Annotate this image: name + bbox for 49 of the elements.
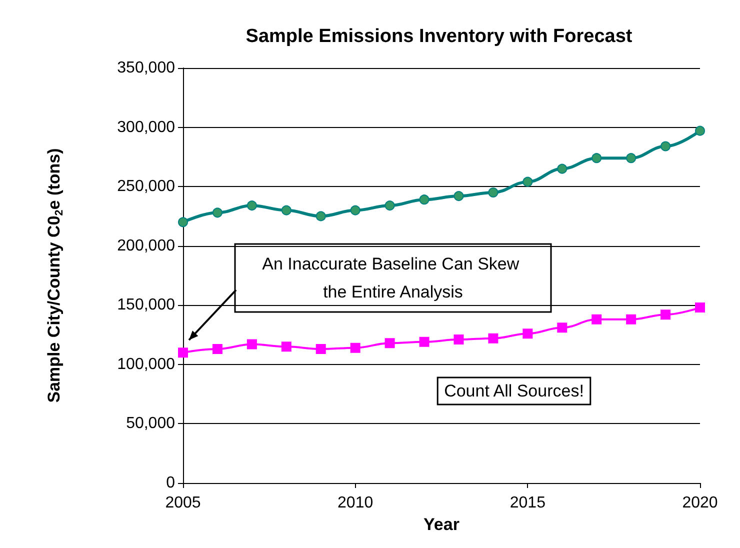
chart-title: Sample Emissions Inventory with Forecast bbox=[246, 26, 633, 47]
y-tick-label: 0 bbox=[166, 474, 176, 492]
point bbox=[419, 194, 430, 205]
y-tick-label: 150,000 bbox=[117, 296, 176, 314]
point bbox=[454, 334, 464, 345]
point bbox=[350, 205, 360, 216]
point bbox=[522, 176, 533, 187]
y-tick-label: 250,000 bbox=[117, 178, 176, 196]
point bbox=[350, 342, 360, 353]
point bbox=[626, 314, 636, 324]
y-axis-title: Sample City/County C02e (tons) bbox=[44, 148, 66, 403]
point bbox=[488, 333, 498, 344]
point bbox=[281, 205, 292, 216]
point bbox=[178, 348, 188, 358]
x-tick-label: 2015 bbox=[510, 494, 546, 512]
point bbox=[212, 208, 222, 218]
annotation: An Inaccurate Baseline Can Skew the Entire Analysis bbox=[262, 254, 524, 302]
y-tick-label: 100,000 bbox=[117, 356, 176, 373]
point bbox=[246, 200, 257, 211]
point bbox=[557, 322, 568, 333]
point bbox=[592, 314, 602, 324]
x-tick-label: 2005 bbox=[165, 494, 201, 512]
point bbox=[178, 217, 188, 228]
point bbox=[419, 336, 430, 347]
point bbox=[246, 339, 257, 350]
point bbox=[212, 344, 222, 354]
point bbox=[626, 153, 636, 164]
y-tick-label: 200,000 bbox=[117, 237, 176, 254]
point bbox=[695, 302, 705, 313]
point bbox=[384, 338, 395, 348]
point bbox=[316, 211, 326, 222]
annotation: Count All Sources! bbox=[444, 382, 584, 400]
point bbox=[454, 191, 464, 202]
point bbox=[695, 126, 705, 136]
point bbox=[557, 164, 568, 174]
x-tick-label: 2020 bbox=[682, 494, 718, 512]
point bbox=[281, 342, 292, 352]
point bbox=[316, 344, 326, 354]
y-tick-label: 300,000 bbox=[117, 118, 176, 136]
point bbox=[592, 153, 602, 164]
x-axis-title: Year bbox=[424, 514, 460, 534]
x-tick-label: 2010 bbox=[338, 494, 374, 512]
point bbox=[660, 310, 671, 320]
point bbox=[660, 141, 671, 152]
point bbox=[488, 188, 498, 198]
point bbox=[522, 328, 533, 339]
y-tick-label: 350,000 bbox=[117, 60, 176, 76]
point bbox=[384, 200, 395, 211]
y-tick-label: 50,000 bbox=[126, 415, 176, 432]
